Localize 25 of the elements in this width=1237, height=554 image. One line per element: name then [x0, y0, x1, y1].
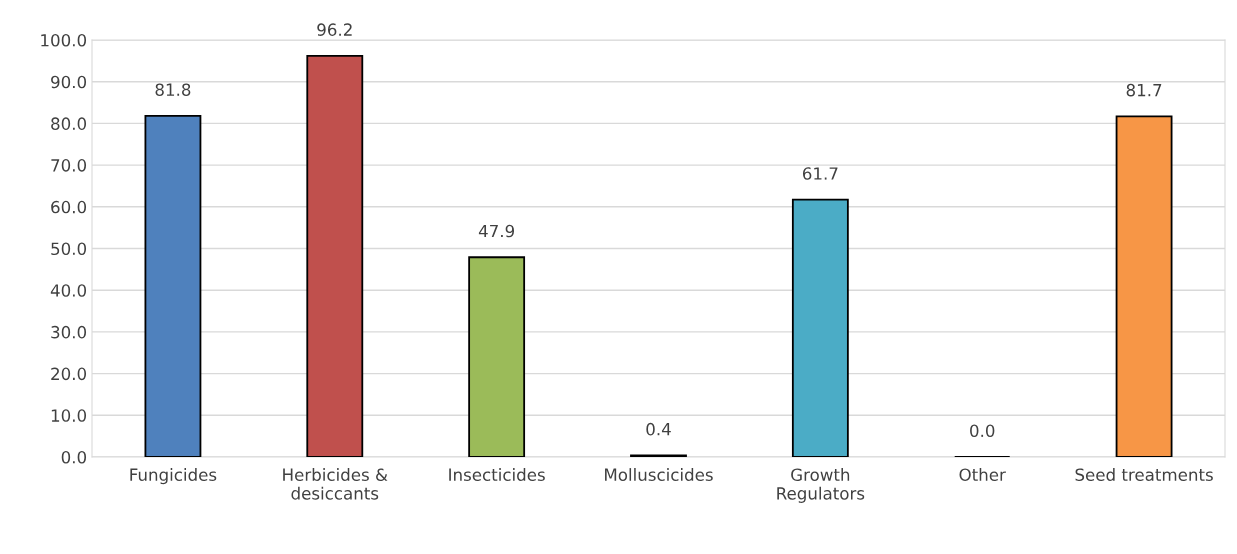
x-tick-label: Molluscicides: [605, 468, 713, 482]
data-label: 0.4: [646, 422, 671, 436]
y-tick-label: 10.0: [51, 409, 87, 422]
x-tick-label: Insecticides: [449, 468, 545, 482]
x-tick-label: Other: [959, 468, 1006, 482]
y-tick-label: 60.0: [51, 200, 87, 214]
y-tick-label: 20.0: [51, 367, 87, 381]
data-label: 81.8: [155, 83, 191, 96]
x-tick-label: Fungicides: [130, 468, 217, 485]
x-tick-label: Seed treatments: [1075, 468, 1213, 482]
y-tick-label: 90.0: [51, 75, 87, 89]
x-tick-label: Herbicides & desiccants: [283, 468, 388, 500]
y-tick-label: 0.0: [61, 450, 87, 464]
y-tick-label: 40.0: [50, 284, 87, 297]
x-tick-label: Growth Regulators: [777, 468, 865, 503]
y-tick-label: 70.0: [51, 159, 87, 172]
data-label: 61.7: [802, 167, 838, 180]
y-tick-label: 50.0: [51, 242, 87, 256]
y-tick-label: 80.0: [51, 117, 87, 130]
data-label: 47.9: [478, 224, 515, 238]
y-tick-label: 30.0: [51, 325, 87, 339]
data-label: 81.7: [1126, 83, 1162, 97]
data-label: 96.2: [317, 23, 352, 36]
data-label: 0.0: [970, 424, 995, 438]
y-tick-label: 100.0: [41, 33, 87, 47]
